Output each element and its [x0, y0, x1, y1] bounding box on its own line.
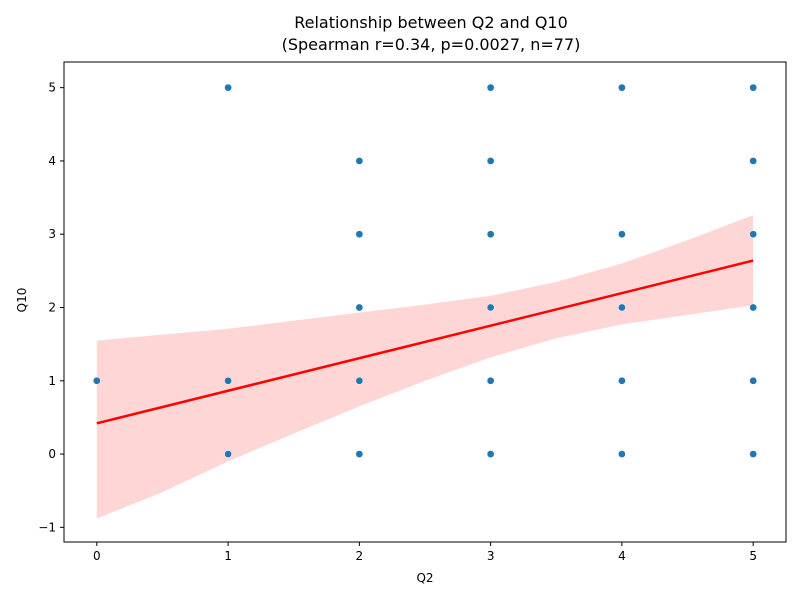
data-point [749, 157, 758, 165]
data-point [486, 376, 495, 385]
y-tick-label: 5 [48, 81, 56, 95]
data-point [224, 450, 232, 458]
data-point [224, 83, 232, 92]
data-point [486, 83, 495, 92]
x-tick-label: 4 [618, 549, 626, 563]
data-point [749, 450, 758, 458]
confidence-band-layer [96, 215, 754, 519]
x-tick-label: 1 [224, 549, 232, 563]
data-point [486, 450, 495, 458]
data-point [92, 376, 101, 385]
data-point [618, 230, 626, 239]
points-layer [92, 83, 758, 458]
x-tick-label: 0 [93, 549, 101, 563]
y-tick-label: 3 [48, 227, 56, 241]
x-tick-label: 2 [356, 549, 364, 563]
data-point [355, 157, 364, 165]
data-point [355, 230, 364, 239]
y-tick-label: 2 [48, 300, 56, 314]
data-point [224, 376, 232, 385]
confidence-band [96, 215, 754, 519]
data-point [486, 303, 495, 312]
x-tick-label: 3 [487, 549, 495, 563]
chart-subtitle: (Spearman r=0.34, p=0.0027, n=77) [282, 35, 581, 54]
data-point [749, 376, 758, 385]
y-tick-label: 4 [48, 154, 56, 168]
x-axis-label: Q2 [416, 571, 433, 585]
data-point [618, 376, 626, 385]
data-point [355, 450, 364, 458]
data-point [749, 230, 758, 239]
y-tick-label: −1 [38, 520, 56, 534]
y-tick-label: 1 [48, 374, 56, 388]
chart-title: Relationship between Q2 and Q10 [294, 13, 568, 32]
data-point [355, 376, 364, 385]
y-tick-label: 0 [48, 447, 56, 461]
regression-line [96, 259, 754, 425]
data-point [486, 157, 495, 165]
y-axis-label: Q10 [15, 288, 29, 313]
data-point [618, 303, 626, 312]
axes-layer: 0 1 2 3 4 5 −1 0 1 2 3 4 5 [38, 61, 787, 563]
x-tick-label: 5 [749, 549, 757, 563]
data-point [618, 450, 626, 458]
regression-line-layer [96, 259, 754, 425]
data-point [355, 303, 364, 312]
plot-frame [63, 61, 787, 543]
data-point [618, 83, 626, 92]
data-point [749, 83, 758, 92]
data-point [749, 303, 758, 312]
data-point [486, 230, 495, 239]
